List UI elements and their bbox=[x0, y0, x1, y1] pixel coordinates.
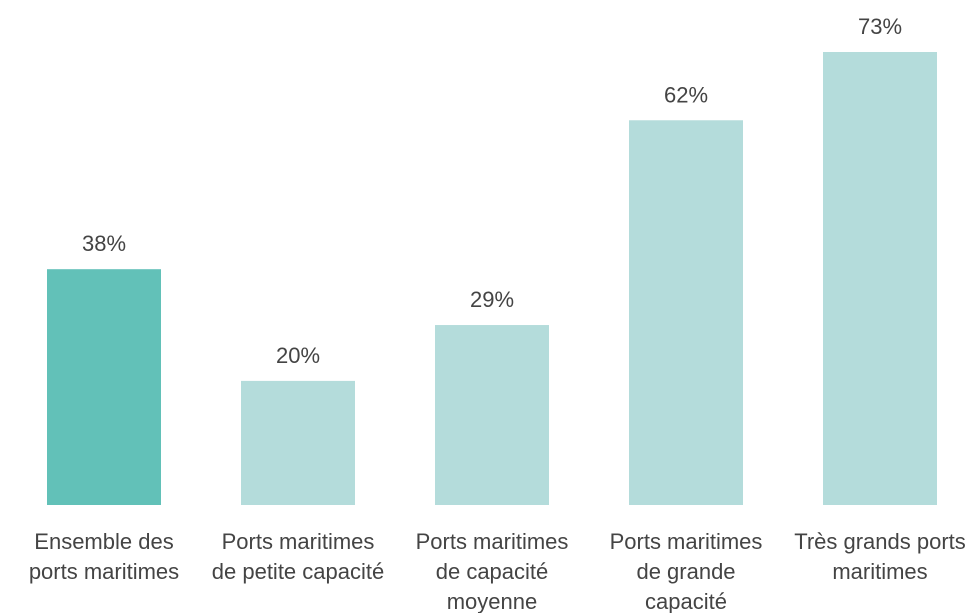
x-tick-label: Ports maritimes de grande capacité bbox=[609, 529, 763, 613]
bar bbox=[241, 380, 355, 505]
value-label: 38% bbox=[82, 231, 126, 256]
bar bbox=[823, 52, 937, 505]
x-tick-label: Ports maritimes de petite capacité bbox=[211, 529, 385, 584]
bar bbox=[435, 325, 549, 505]
x-tick-label: Très grands ports maritimes bbox=[794, 529, 966, 584]
value-label: 29% bbox=[470, 287, 514, 312]
x-tick-label: Ports maritimes de capacité moyenne bbox=[415, 529, 569, 613]
bar bbox=[629, 120, 743, 505]
value-label: 73% bbox=[858, 14, 902, 39]
x-tick-label: Ensemble des ports maritimes bbox=[28, 529, 180, 584]
value-label: 62% bbox=[664, 82, 708, 107]
value-label: 20% bbox=[276, 343, 320, 368]
bar bbox=[47, 269, 161, 505]
